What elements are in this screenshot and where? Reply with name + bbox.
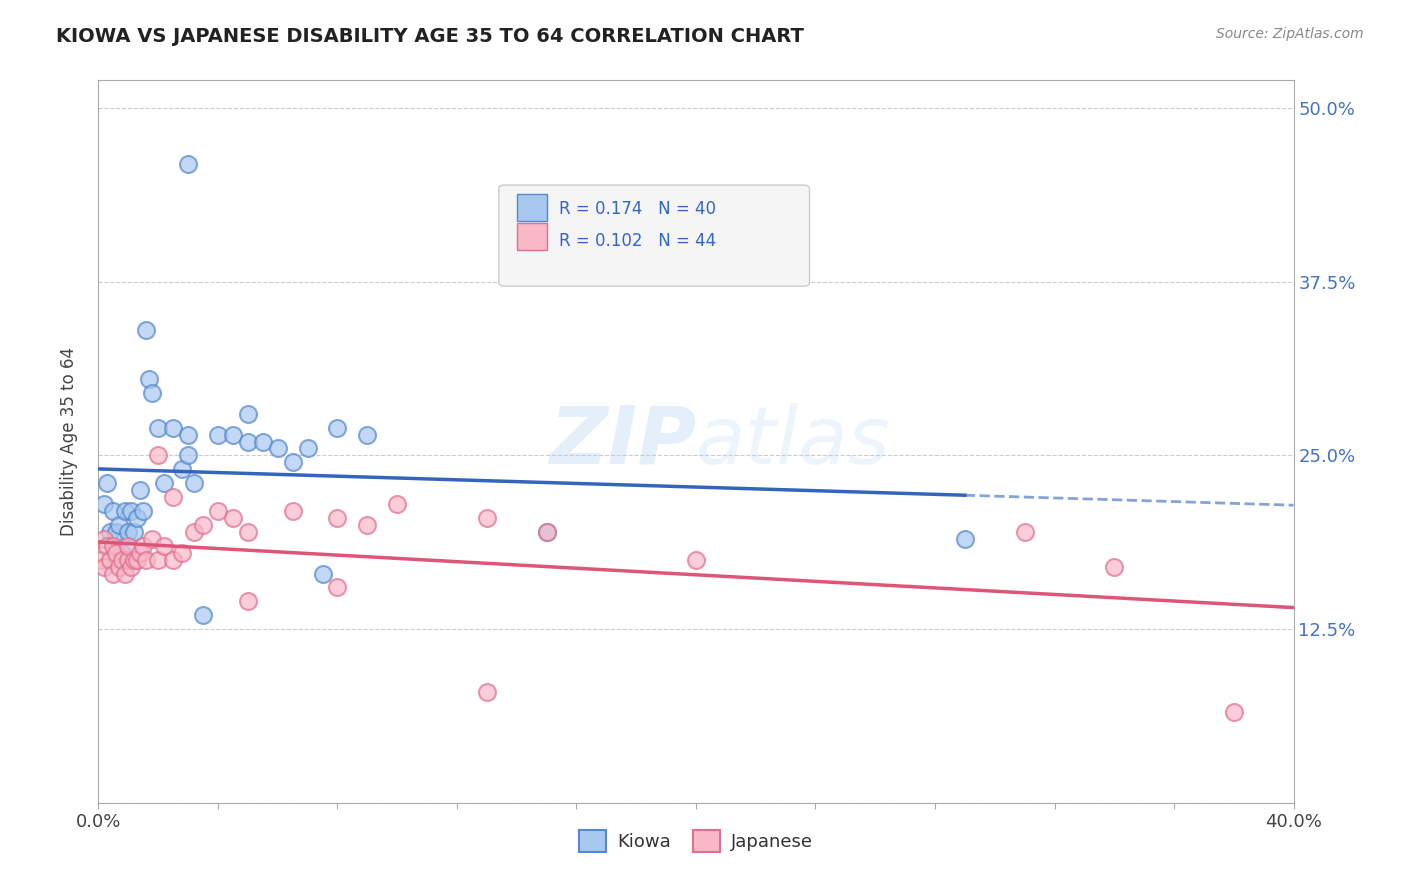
Point xyxy=(236,524,259,539)
Bar xyxy=(517,194,547,221)
Point xyxy=(183,524,205,539)
Point xyxy=(132,504,155,518)
Point xyxy=(129,546,152,560)
Point xyxy=(162,420,184,434)
Point xyxy=(297,442,319,456)
Point xyxy=(127,552,149,566)
Point xyxy=(103,539,125,553)
Point xyxy=(124,524,146,539)
Point xyxy=(162,490,184,504)
Text: R = 0.102   N = 44: R = 0.102 N = 44 xyxy=(558,232,716,250)
Point xyxy=(191,608,214,623)
Point xyxy=(153,476,176,491)
Point xyxy=(177,449,200,463)
Point xyxy=(356,517,378,532)
Point xyxy=(103,566,125,581)
Point xyxy=(153,539,176,553)
Point xyxy=(162,552,184,566)
Point xyxy=(326,581,349,595)
Y-axis label: Disability Age 35 to 64: Disability Age 35 to 64 xyxy=(59,347,77,536)
Point xyxy=(475,511,498,525)
Point xyxy=(148,449,170,463)
Point xyxy=(111,552,134,566)
Point xyxy=(281,504,304,518)
Point xyxy=(1104,559,1126,574)
Text: R = 0.174   N = 40: R = 0.174 N = 40 xyxy=(558,200,716,219)
Point xyxy=(207,504,229,518)
Point xyxy=(1014,524,1036,539)
Point xyxy=(475,684,498,698)
Point xyxy=(953,532,976,546)
Point xyxy=(236,434,259,449)
Point xyxy=(117,552,139,566)
Point xyxy=(685,552,707,566)
Point xyxy=(281,455,304,469)
Legend: Kiowa, Japanese: Kiowa, Japanese xyxy=(572,822,820,859)
Point xyxy=(98,524,122,539)
Point xyxy=(267,442,290,456)
Point xyxy=(124,552,146,566)
Point xyxy=(141,385,163,400)
Point xyxy=(93,559,115,574)
Point xyxy=(252,434,274,449)
Point xyxy=(236,594,259,608)
Point xyxy=(138,372,160,386)
Point xyxy=(117,524,139,539)
Point xyxy=(114,566,136,581)
Point xyxy=(191,517,214,532)
Point xyxy=(132,539,155,553)
Point xyxy=(93,532,115,546)
Point xyxy=(114,504,136,518)
FancyBboxPatch shape xyxy=(499,185,810,286)
Point xyxy=(326,511,349,525)
Point xyxy=(141,532,163,546)
Point xyxy=(96,476,118,491)
Point xyxy=(96,539,118,553)
Point xyxy=(148,552,170,566)
Point xyxy=(172,546,194,560)
Point xyxy=(311,566,333,581)
Text: atlas: atlas xyxy=(696,402,891,481)
Point xyxy=(172,462,194,476)
Point xyxy=(326,420,349,434)
Point xyxy=(385,497,409,511)
Point xyxy=(105,524,128,539)
Point xyxy=(117,552,139,566)
Point xyxy=(222,511,245,525)
Point xyxy=(98,552,122,566)
Point xyxy=(207,427,229,442)
Point xyxy=(120,504,142,518)
Text: Source: ZipAtlas.com: Source: ZipAtlas.com xyxy=(1216,27,1364,41)
Text: KIOWA VS JAPANESE DISABILITY AGE 35 TO 64 CORRELATION CHART: KIOWA VS JAPANESE DISABILITY AGE 35 TO 6… xyxy=(56,27,804,45)
Point xyxy=(108,517,131,532)
Point xyxy=(93,497,115,511)
Point xyxy=(90,552,112,566)
Point xyxy=(183,476,205,491)
Point xyxy=(127,511,149,525)
Point xyxy=(103,504,125,518)
Point xyxy=(111,546,134,560)
Point xyxy=(135,323,157,337)
Point xyxy=(177,427,200,442)
Point xyxy=(120,559,142,574)
Point xyxy=(1223,706,1246,720)
Point xyxy=(117,539,139,553)
Point xyxy=(536,524,558,539)
Point xyxy=(148,420,170,434)
Point xyxy=(177,156,200,170)
Point xyxy=(236,407,259,421)
Bar xyxy=(517,223,547,250)
Point xyxy=(356,427,378,442)
Point xyxy=(135,552,157,566)
Text: ZIP: ZIP xyxy=(548,402,696,481)
Point xyxy=(105,546,128,560)
Point xyxy=(129,483,152,498)
Point xyxy=(222,427,245,442)
Point xyxy=(108,559,131,574)
Point xyxy=(536,524,558,539)
